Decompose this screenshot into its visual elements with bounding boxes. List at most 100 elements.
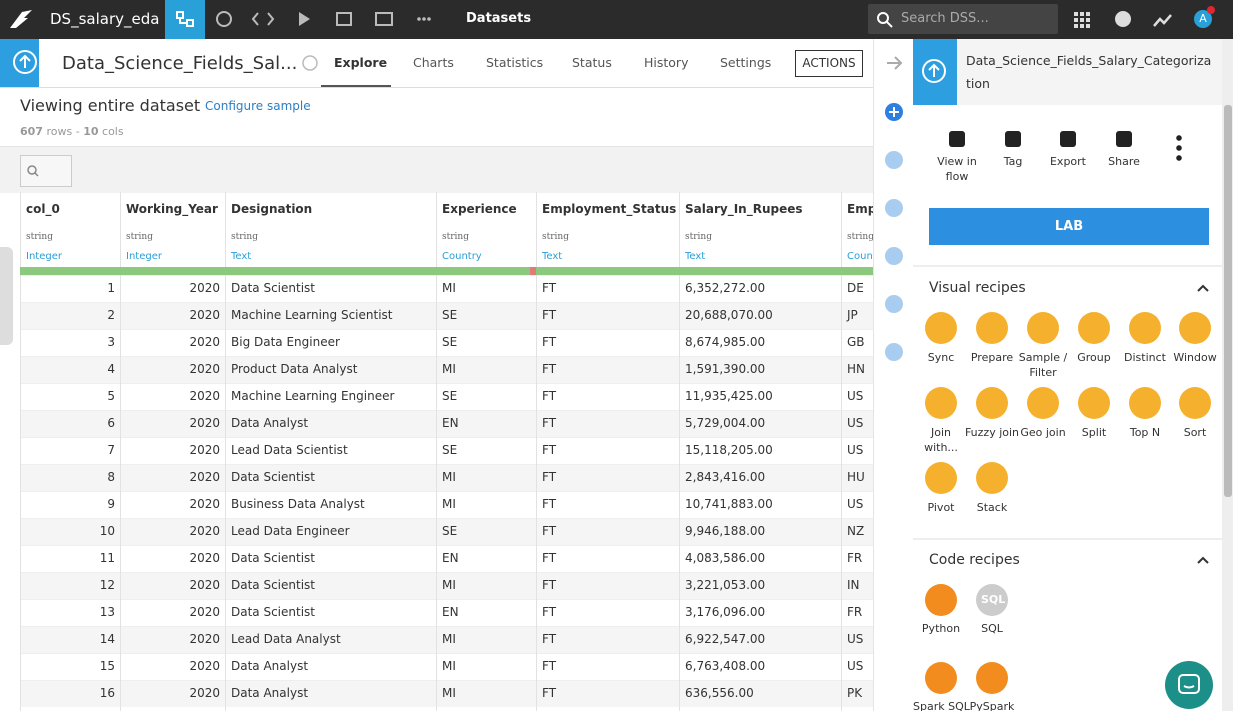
recipe-label[interactable]: Window (1173, 351, 1217, 364)
tab[interactable]: Statistics (486, 55, 544, 70)
recipe-label[interactable]: SQL (981, 622, 1003, 635)
recipe-label[interactable]: Sync (927, 351, 955, 364)
cell-border (436, 302, 437, 329)
recipe-icon[interactable] (976, 662, 1008, 694)
recipe-label[interactable]: Join with... (924, 426, 958, 454)
table-cell: 3 (107, 335, 115, 349)
cell-border (436, 410, 437, 437)
recipe-icon[interactable] (925, 312, 957, 344)
recipe-label[interactable]: Group (1077, 351, 1111, 364)
cell-border (536, 599, 537, 626)
recipe-label[interactable]: Spark SQL (913, 700, 970, 711)
recipe-icon[interactable] (1179, 387, 1211, 419)
column-name[interactable]: Experience (442, 202, 517, 216)
scrollbar[interactable] (1224, 105, 1232, 497)
column-name[interactable]: Employment_Status (542, 202, 677, 216)
table-cell: 2020 (189, 470, 220, 484)
recipe-icon[interactable] (976, 312, 1008, 344)
cell-border (20, 302, 21, 329)
recipe-icon[interactable]: SQL (976, 584, 1008, 616)
tab-icon[interactable] (301, 54, 319, 72)
configure-sample[interactable]: Configure sample (205, 99, 311, 113)
collapse[interactable] (1196, 283, 1210, 293)
table-row (20, 302, 873, 329)
recipe-label[interactable]: Pivot (927, 501, 955, 514)
cell-border (225, 383, 226, 410)
column-meaning[interactable]: Country (442, 251, 482, 262)
tab[interactable]: Settings (720, 55, 772, 70)
flow-nav[interactable] (165, 0, 205, 39)
column-name[interactable]: Salary_In_Rupees (685, 202, 803, 216)
cell-border (536, 464, 537, 491)
recipe-icon[interactable] (1078, 312, 1110, 344)
recipe-label[interactable]: Stack (976, 501, 1008, 514)
column-meaning[interactable]: Text (231, 251, 252, 262)
column-name[interactable]: Designation (231, 202, 313, 216)
table-row (20, 464, 873, 491)
recipe-icon[interactable] (976, 462, 1008, 494)
column-name[interactable]: col_0 (26, 202, 60, 216)
logo[interactable] (8, 8, 34, 32)
table-cell: Machine Learning Engineer (231, 389, 395, 403)
tab[interactable]: Charts (413, 55, 454, 70)
action-icon[interactable] (1001, 127, 1025, 151)
recipe-icon[interactable] (925, 662, 957, 694)
cell-border (436, 464, 437, 491)
tab[interactable]: Explore (334, 55, 388, 70)
avatar[interactable]: A (1194, 10, 1212, 28)
actions-button[interactable]: ACTIONS (795, 50, 863, 77)
table-cell: US (847, 632, 864, 646)
table-cell: FT (542, 335, 557, 349)
recipe-label[interactable]: Geo join (1020, 426, 1066, 439)
table-cell: 6,352,272.00 (685, 281, 766, 295)
search-filter[interactable] (20, 155, 72, 187)
recipe-icon[interactable] (1179, 312, 1211, 344)
section-name[interactable]: Datasets (466, 11, 532, 26)
column-name[interactable]: Working_Year (126, 202, 218, 216)
action-icon[interactable] (1056, 127, 1080, 151)
side-grip[interactable] (0, 247, 13, 345)
recipe-label[interactable]: Sample / Filter (1018, 351, 1068, 379)
recipe-label[interactable]: Split (1081, 426, 1107, 439)
lab-button[interactable]: LAB (929, 208, 1209, 245)
column-name[interactable]: Emp (847, 202, 873, 216)
recipe-label[interactable]: Distinct (1124, 351, 1166, 364)
tab[interactable]: History (644, 55, 689, 70)
recipe-icon[interactable] (1129, 387, 1161, 419)
action-label[interactable]: Export (1049, 155, 1086, 168)
recipe-label[interactable]: Prepare (970, 351, 1014, 364)
recipe-icon[interactable] (1027, 387, 1059, 419)
top-icons[interactable] (1072, 9, 1182, 31)
recipe-icon[interactable] (1027, 312, 1059, 344)
recipe-icon[interactable] (925, 387, 957, 419)
recipe-icon[interactable] (1078, 387, 1110, 419)
chat-button[interactable] (1165, 661, 1213, 709)
recipe-label[interactable]: Sort (1183, 426, 1207, 439)
nav-icons[interactable] (210, 0, 440, 39)
column-meaning[interactable]: Integer (26, 251, 62, 262)
recipe-label[interactable]: Python (921, 622, 961, 635)
column-meaning[interactable]: Text (685, 251, 706, 262)
column-meaning[interactable]: Text (542, 251, 563, 262)
column-meaning[interactable]: Integer (126, 251, 162, 262)
action-label[interactable]: Tag (1003, 155, 1023, 168)
recipe-label[interactable]: PySpark (969, 700, 1015, 711)
action-icon[interactable] (1112, 127, 1136, 151)
cell-border (436, 437, 437, 464)
recipe-icon[interactable] (925, 462, 957, 494)
recipe-icon[interactable] (925, 584, 957, 616)
cell-border (120, 275, 121, 302)
action-label[interactable]: Share (1108, 155, 1140, 168)
collapse[interactable] (1196, 555, 1210, 565)
tab[interactable]: Status (572, 55, 612, 70)
column-meaning[interactable]: Count (847, 251, 873, 262)
recipe-label[interactable]: Fuzzy join (964, 426, 1020, 439)
recipe-icon[interactable] (976, 387, 1008, 419)
project-name[interactable]: DS_salary_eda (50, 10, 160, 28)
recipe-label[interactable]: Top N (1129, 426, 1161, 439)
search-box[interactable]: Search DSS... (868, 4, 1058, 34)
action-icon[interactable] (945, 127, 969, 151)
action-label[interactable]: View in flow (937, 155, 977, 183)
recipe-icon[interactable] (1129, 312, 1161, 344)
more-icon[interactable] (1176, 133, 1182, 161)
